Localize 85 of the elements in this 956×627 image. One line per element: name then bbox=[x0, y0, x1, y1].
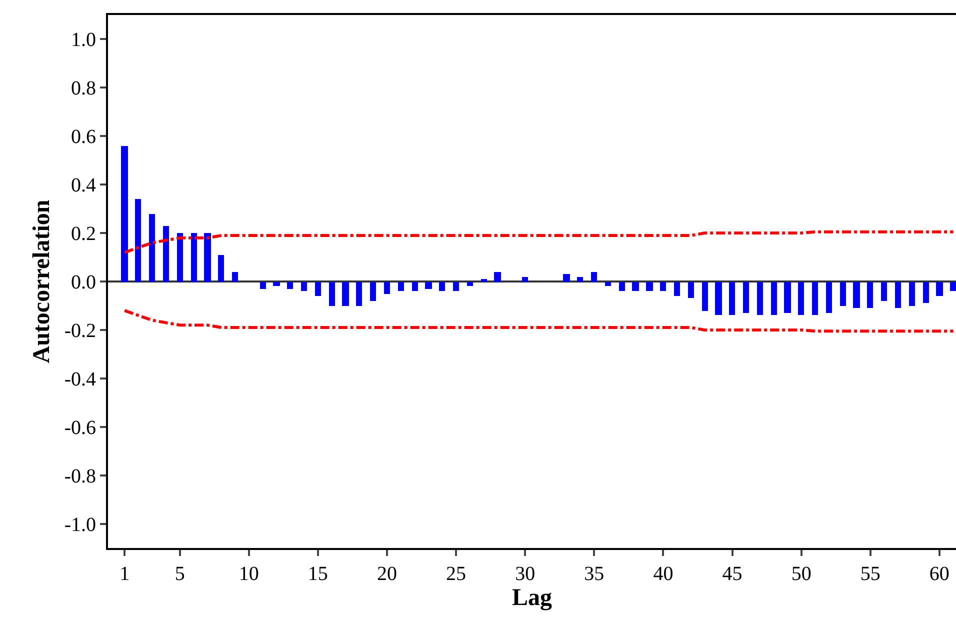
bar bbox=[467, 282, 473, 286]
bar bbox=[909, 282, 915, 306]
bar bbox=[370, 282, 376, 301]
x-tick-label: 10 bbox=[238, 563, 259, 585]
y-axis-title: Autocorrelation bbox=[28, 200, 55, 364]
bar bbox=[232, 272, 238, 282]
bar bbox=[563, 274, 570, 282]
bar bbox=[784, 282, 791, 313]
bar bbox=[923, 282, 929, 303]
y-tick-label: 1.0 bbox=[71, 29, 96, 52]
x-tick-label: 30 bbox=[515, 563, 536, 585]
bar bbox=[356, 282, 362, 306]
x-tick-label: 20 bbox=[376, 563, 397, 585]
bar bbox=[729, 282, 735, 315]
y-tick-label: 0.6 bbox=[71, 126, 96, 148]
bar bbox=[853, 282, 860, 308]
bar bbox=[398, 282, 404, 291]
bar bbox=[191, 233, 197, 282]
bar bbox=[494, 272, 501, 282]
y-tick-label: 0.2 bbox=[71, 223, 96, 246]
bar bbox=[439, 282, 445, 291]
bar bbox=[121, 146, 128, 282]
bar bbox=[840, 282, 846, 306]
bar bbox=[688, 282, 694, 298]
bar bbox=[646, 282, 653, 291]
bar bbox=[867, 282, 873, 308]
bar bbox=[329, 282, 335, 306]
x-tick-label: 55 bbox=[860, 563, 880, 585]
x-tick-label: 60 bbox=[929, 563, 950, 585]
x-axis-title: Lag bbox=[512, 585, 552, 611]
x-tick-label: 40 bbox=[653, 563, 674, 585]
bar bbox=[702, 282, 708, 311]
bar bbox=[149, 214, 155, 282]
bar bbox=[315, 282, 321, 296]
bar bbox=[135, 199, 141, 282]
x-tick-label: 25 bbox=[446, 563, 466, 585]
bar bbox=[481, 279, 487, 282]
bar bbox=[950, 282, 956, 291]
y-tick-label: -0.4 bbox=[64, 368, 96, 390]
bar bbox=[798, 282, 804, 315]
line-series bbox=[123, 230, 955, 254]
bar bbox=[412, 282, 418, 291]
bar bbox=[204, 233, 211, 282]
y-tick-label: -0.8 bbox=[64, 465, 96, 488]
bar bbox=[342, 282, 349, 306]
y-tick-label: 0.0 bbox=[71, 272, 96, 294]
bar bbox=[177, 233, 183, 282]
bar bbox=[163, 226, 169, 282]
x-tick-label: 50 bbox=[791, 563, 812, 585]
x-tick-label: 45 bbox=[722, 563, 742, 585]
x-tick-label: 15 bbox=[308, 563, 328, 585]
bar bbox=[757, 282, 763, 315]
bar bbox=[715, 282, 722, 315]
bar bbox=[743, 282, 749, 313]
bar bbox=[605, 282, 611, 286]
bar bbox=[771, 282, 777, 315]
bar bbox=[674, 282, 680, 296]
y-tick-label: -1.0 bbox=[64, 514, 96, 536]
y-tick-label: 0.8 bbox=[71, 78, 96, 100]
bar bbox=[273, 282, 280, 286]
x-tick-label: 1 bbox=[120, 563, 130, 585]
bar bbox=[260, 282, 266, 289]
bar bbox=[660, 282, 666, 291]
bar bbox=[384, 282, 390, 294]
bar bbox=[287, 282, 293, 289]
bar bbox=[632, 282, 639, 291]
y-tick-label: -0.6 bbox=[64, 416, 96, 439]
y-tick-label: -0.2 bbox=[64, 320, 96, 342]
bar bbox=[826, 282, 832, 313]
bar bbox=[425, 282, 432, 289]
bar bbox=[522, 277, 528, 282]
x-tick-label: 35 bbox=[584, 563, 604, 585]
bar bbox=[453, 282, 459, 291]
bar bbox=[936, 282, 943, 296]
bar bbox=[812, 282, 818, 315]
x-tick-label: 5 bbox=[174, 563, 185, 585]
bar bbox=[591, 272, 597, 282]
bar bbox=[218, 255, 224, 282]
bar bbox=[577, 277, 583, 282]
y-tick-label: 0.4 bbox=[71, 174, 96, 197]
bar bbox=[881, 282, 887, 301]
bar bbox=[619, 282, 625, 291]
bar bbox=[301, 282, 307, 291]
line-series bbox=[123, 309, 955, 333]
bar bbox=[895, 282, 901, 308]
